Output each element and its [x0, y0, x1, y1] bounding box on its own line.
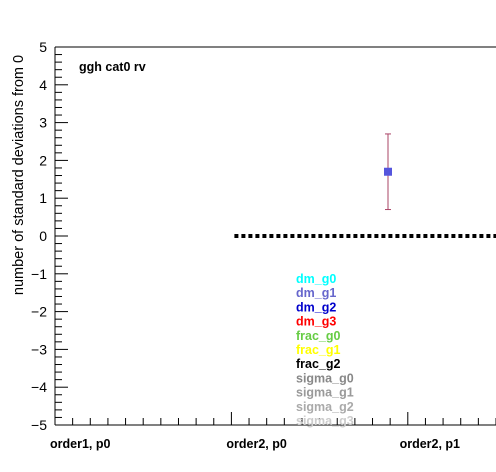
data-point	[384, 167, 392, 176]
y-tick-label: −3	[31, 341, 47, 357]
legend-entry: sigma_g0	[296, 371, 354, 385]
x-category-label: order2, p1	[400, 437, 460, 451]
y-tick-label: −2	[31, 304, 47, 320]
y-tick-label: 5	[39, 39, 47, 55]
legend-entry: frac_g2	[296, 357, 341, 371]
x-category-label: order2, p0	[226, 437, 286, 451]
chart-title: ggh cat0 rv	[79, 60, 146, 74]
y-tick-label: 2	[39, 152, 47, 168]
y-tick-label: 4	[39, 77, 47, 93]
y-tick-label: 3	[39, 115, 47, 131]
legend-entry: sigma_g1	[296, 386, 354, 400]
legend-entry: dm_g3	[296, 315, 336, 329]
y-tick-label: 0	[39, 228, 47, 244]
legend-entry: frac_g1	[296, 343, 341, 357]
y-tick-label: 1	[39, 190, 47, 206]
y-axis-label: number of standard deviations from 0	[11, 55, 27, 295]
y-tick-label: −5	[31, 417, 47, 433]
legend-entry: sigma_g2	[296, 400, 354, 414]
legend-entry: frac_g0	[296, 329, 341, 343]
legend-entry: dm_g2	[296, 300, 336, 314]
legend-entry: dm_g1	[296, 286, 336, 300]
y-tick-label: −4	[31, 379, 47, 395]
legend-entry: sigma_g3	[296, 414, 354, 428]
x-category-label: order1, p0	[50, 437, 110, 451]
y-tick-label: −1	[31, 266, 47, 282]
legend-entry: dm_g0	[296, 272, 336, 286]
